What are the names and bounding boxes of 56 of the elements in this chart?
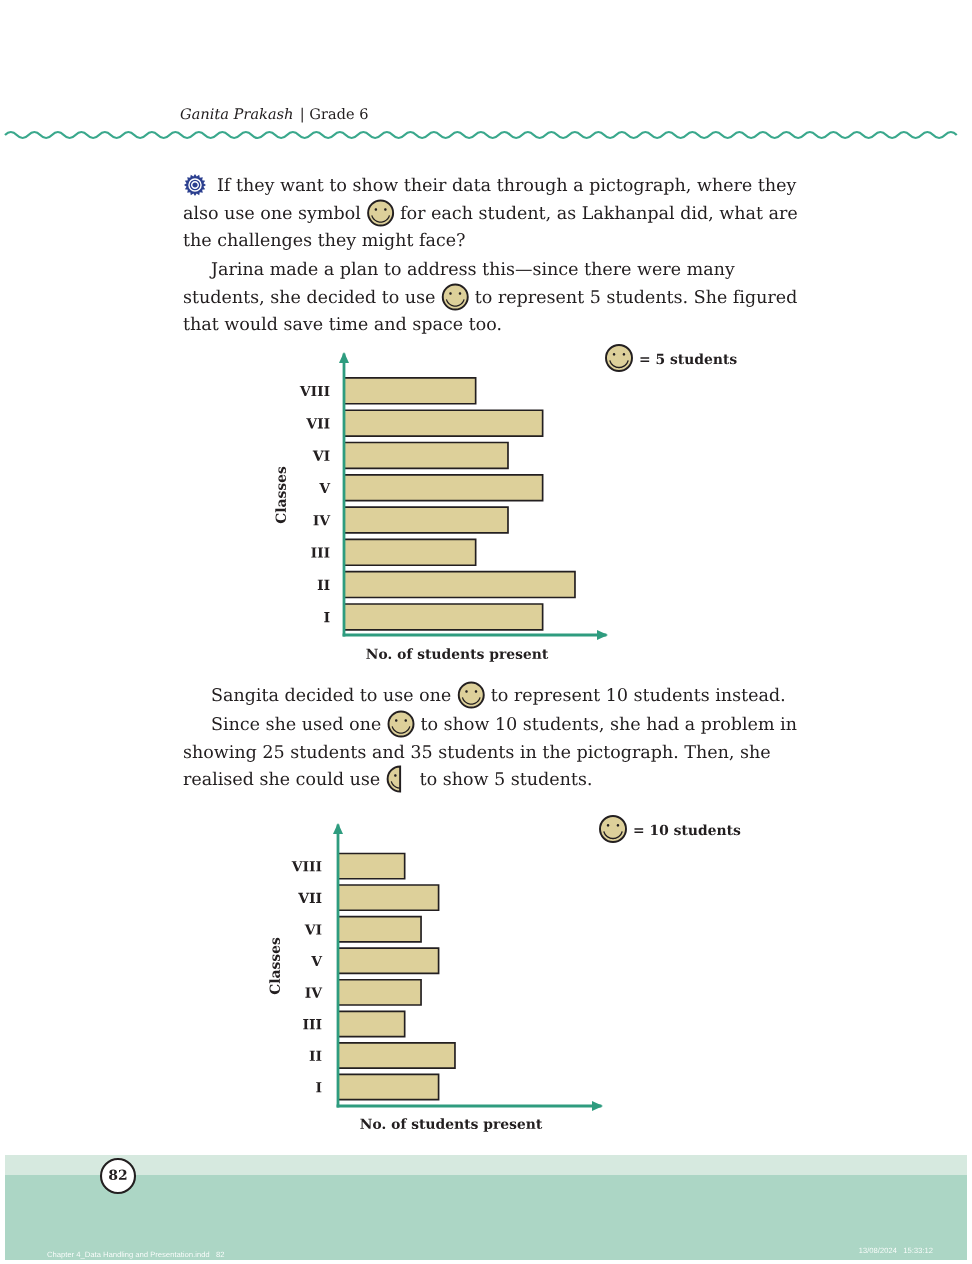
bar [344, 538, 477, 567]
bar [338, 1073, 440, 1101]
text: Since she used one [212, 716, 381, 731]
y-tick-label: VI [304, 924, 322, 935]
text: Ganita Prakash [180, 107, 293, 120]
bar [338, 978, 422, 1006]
y-tick-label: I [316, 1082, 322, 1093]
y-tick-label: VIII [299, 386, 330, 397]
text: students, she decided to use [183, 289, 435, 306]
text: Jarina made a plan to address this—since there were many [209, 261, 735, 279]
y-tick-label: VI [312, 450, 330, 461]
y-tick-label: I [324, 612, 330, 623]
text: the challenges they might face? [183, 232, 465, 250]
y-tick-label: VII [306, 418, 330, 429]
text: showing 25 students and 35 students in the pictograph. Then, she [183, 744, 770, 762]
text: Sangita decided to use one [212, 687, 451, 705]
text: for each student, as Lakhanpal did, what are [400, 205, 797, 223]
text: to represent 10 students instead. [491, 687, 785, 705]
text: 82 [109, 1169, 127, 1181]
y-tick-label: II [317, 579, 330, 590]
y-tick-label: III [311, 547, 330, 558]
bar [344, 473, 544, 502]
y-tick-label: VIII [291, 861, 322, 872]
bar [338, 852, 406, 880]
bar [338, 915, 422, 943]
y-tick-label: V [311, 955, 323, 967]
y-tick-label: IV [313, 515, 331, 526]
text: If they want to show their data through a pictograph, where they [217, 177, 797, 195]
y-tick-label: II [309, 1050, 322, 1061]
text: to show 5 students. [420, 771, 591, 786]
text: realised she could use [183, 771, 380, 786]
y-tick-label: V [319, 482, 331, 494]
bar [344, 441, 509, 470]
y-tick-label: IV [305, 987, 323, 998]
text: to show 10 students, she had a problem in [421, 716, 797, 734]
bar [344, 409, 544, 437]
text: to represent 5 students. She figured [475, 289, 797, 307]
text: = 5 students [640, 353, 737, 365]
x-axis-title: No. of students present [360, 1118, 543, 1132]
bar [338, 884, 440, 912]
y-axis-title: Classes [269, 937, 281, 995]
bar [344, 603, 544, 631]
text: = 10 students [634, 824, 741, 836]
y-tick-label: III [303, 1019, 322, 1030]
y-tick-label: VII [298, 892, 322, 903]
bar [344, 377, 477, 405]
text: | Grade 6 [301, 107, 368, 123]
text: that would save time and space too. [183, 316, 501, 334]
bar [338, 947, 440, 975]
bar [338, 1042, 456, 1069]
y-axis-title: Classes [275, 466, 287, 524]
text: also use one symbol [183, 205, 361, 223]
x-axis-title: No. of students present [366, 648, 549, 662]
bar [344, 570, 576, 599]
bar [344, 506, 509, 534]
bar [338, 1010, 406, 1038]
